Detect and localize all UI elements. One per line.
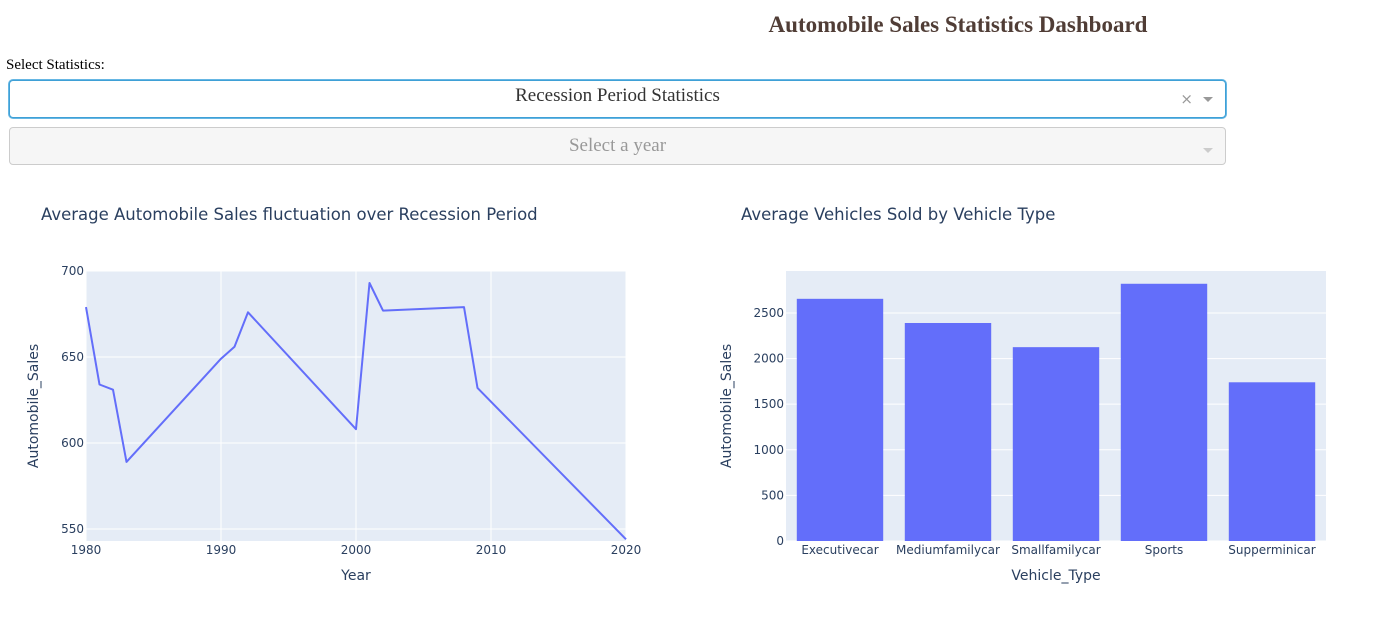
chevron-down-icon[interactable] [1203, 148, 1213, 153]
bar-chart-title: Average Vehicles Sold by Vehicle Type [741, 205, 1056, 224]
x-tick-label: Executivecar [801, 543, 878, 557]
x-tick-label: Sports [1145, 543, 1183, 557]
x-tick-label: 1990 [206, 543, 237, 557]
x-axis-title: Year [340, 568, 371, 584]
bar [1120, 283, 1208, 541]
x-tick-label: Mediumfamilycar [896, 543, 1000, 557]
x-tick-label: 2020 [611, 543, 642, 557]
y-tick-label: 500 [761, 488, 784, 502]
y-tick-label: 2500 [753, 306, 784, 320]
y-tick-label: 1500 [753, 397, 784, 411]
y-tick-label: 0 [776, 534, 784, 548]
chevron-down-icon[interactable] [1203, 97, 1213, 102]
year-dropdown[interactable]: Select a year [9, 127, 1226, 165]
x-axis-title: Vehicle_Type [1011, 568, 1100, 584]
y-tick-label: 650 [61, 350, 84, 364]
x-tick-label: Smallfamilycar [1011, 543, 1100, 557]
y-axis-title: Automobile_Sales [719, 344, 735, 468]
year-dropdown-placeholder: Select a year [568, 135, 667, 156]
bar [796, 298, 884, 541]
x-tick-label: 2010 [476, 543, 507, 557]
clear-icon[interactable]: × [1180, 90, 1193, 108]
y-tick-label: 550 [61, 522, 84, 536]
x-tick-label: 1980 [71, 543, 102, 557]
line-chart-title: Average Automobile Sales fluctuation ove… [41, 205, 538, 224]
sales-line [85, 282, 627, 541]
select-statistics-label: Select Statistics: [6, 57, 105, 73]
y-axis-title: Automobile_Sales [26, 344, 42, 468]
bar [1012, 347, 1100, 541]
y-tick-label: 2000 [753, 352, 784, 366]
y-tick-label: 600 [61, 436, 84, 450]
x-tick-label: 2000 [341, 543, 372, 557]
y-tick-label: 1000 [753, 443, 784, 457]
statistics-dropdown-value: Recession Period Statistics [515, 85, 720, 106]
bar [1228, 382, 1316, 541]
x-tick-label: Supperminicar [1228, 543, 1315, 557]
y-tick-label: 700 [61, 264, 84, 278]
bar [904, 322, 992, 541]
statistics-dropdown[interactable]: Recession Period Statistics × [9, 80, 1226, 118]
